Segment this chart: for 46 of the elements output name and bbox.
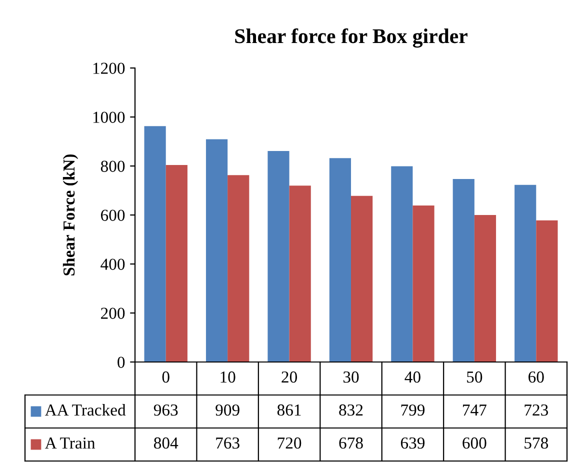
data-label: 861: [277, 404, 301, 416]
x-tick-label: 10: [220, 371, 236, 383]
x-tick-label: 40: [404, 371, 420, 383]
bar: [228, 175, 250, 362]
y-axis-title: Shear Force (kN): [62, 154, 78, 276]
data-label: 678: [339, 437, 363, 449]
bar: [268, 151, 290, 362]
data-label: 720: [278, 437, 302, 449]
data-label: 909: [216, 404, 240, 416]
data-label: 639: [400, 437, 425, 449]
data-label: 763: [216, 437, 240, 449]
bar: [536, 220, 558, 362]
bar: [452, 178, 474, 362]
y-tick-label: 1000: [93, 112, 125, 123]
y-tick-label: 800: [100, 160, 125, 172]
bar: [514, 184, 536, 362]
bar: [144, 126, 166, 362]
legend-label: A Train: [44, 437, 96, 449]
data-label: 832: [339, 404, 363, 416]
y-tick-label: 1200: [93, 62, 125, 74]
y-tick-label: 400: [100, 258, 125, 270]
data-label: 963: [154, 404, 178, 416]
bar: [206, 139, 228, 362]
bar: [474, 215, 496, 362]
y-tick-label: 600: [100, 210, 125, 221]
x-tick-label: 60: [528, 371, 544, 383]
x-tick-label: 50: [467, 371, 482, 383]
data-label: 799: [401, 404, 425, 416]
data-label: 723: [524, 404, 548, 416]
data-label: 600: [462, 437, 486, 449]
bar: [351, 196, 373, 362]
bar: [391, 166, 413, 362]
bar: [329, 158, 351, 362]
chart-title: Shear force for Box girder: [235, 28, 468, 48]
x-tick-label: 30: [343, 371, 359, 383]
bar: [289, 186, 311, 362]
data-label: 804: [154, 437, 178, 449]
y-tick-label: 0: [118, 356, 125, 368]
y-tick-label: 200: [101, 308, 125, 319]
bar: [166, 165, 188, 362]
x-tick-label: 20: [282, 371, 297, 383]
bar: [412, 205, 434, 362]
data-label: 578: [524, 437, 548, 449]
data-label: 747: [463, 404, 486, 416]
legend-label: AA Tracked: [44, 404, 126, 416]
x-tick-label: 0: [162, 371, 170, 383]
